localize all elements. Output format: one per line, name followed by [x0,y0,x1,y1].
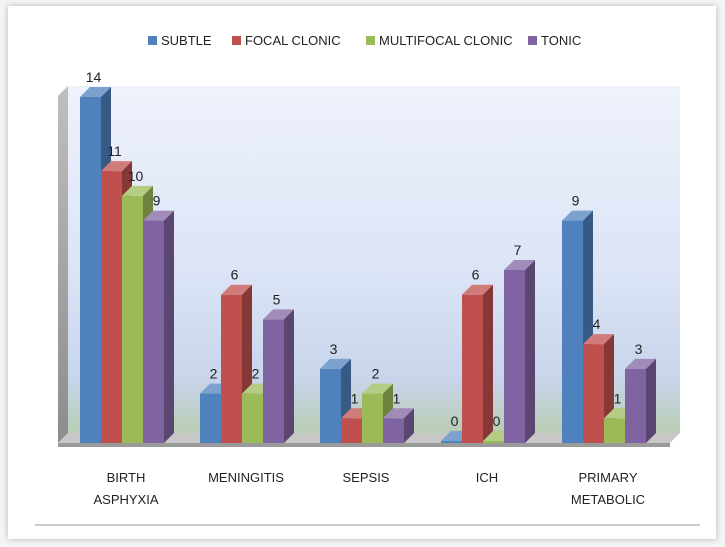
bar-front [143,220,164,443]
data-label: 9 [572,193,580,209]
bar-front [462,294,483,443]
data-label: 14 [86,69,102,85]
data-label: 3 [635,341,643,357]
legend-label: TONIC [541,33,581,48]
bar-tonic-1 [263,309,294,443]
bar-top [362,383,393,394]
bar-top [383,408,414,419]
data-label: 4 [593,316,601,332]
side-wall [58,86,68,443]
legend-label: MULTIFOCAL CLONIC [379,33,513,48]
bar-front [80,97,101,443]
data-label: 2 [210,366,218,382]
bars [80,87,656,443]
bar-top [143,210,174,221]
category-label: SEPSIS [343,470,390,485]
bar-front [122,195,143,443]
data-label: 2 [252,366,260,382]
bar-front [101,171,122,443]
bar-side [483,284,493,443]
bar-top [122,185,153,196]
legend-item-tonic: TONIC [528,33,581,48]
floor-edge [58,443,670,447]
bar-tonic-0 [143,210,174,443]
bar-front [221,294,242,443]
bar-front [341,418,362,443]
data-label: 6 [472,267,480,283]
bar-top [80,87,111,97]
legend-swatch [528,36,537,45]
data-label: 6 [231,267,239,283]
bar-top [583,334,614,345]
bar-front [383,418,404,443]
bar-tonic-2 [383,408,414,443]
legend-swatch [148,36,157,45]
bar-focal-clonic-3 [462,284,493,443]
bar-top [101,161,132,172]
data-label: 3 [330,341,338,357]
bar-front [483,441,504,443]
bar-side [164,210,174,443]
data-label: 5 [273,291,281,307]
bar-side [646,358,656,443]
bar-side [525,260,535,443]
data-label: 0 [493,413,501,429]
bar-tonic-3 [504,260,535,443]
bar-front [562,220,583,443]
bar-top [625,358,656,369]
data-label: 2 [372,366,380,382]
legend-label: FOCAL CLONIC [245,33,341,48]
data-label: 11 [107,143,122,159]
bar-top [462,284,493,295]
legend-swatch [366,36,375,45]
legend-item-focal-clonic: FOCAL CLONIC [232,33,341,48]
bar-front [583,344,604,443]
category-label: BIRTH ASPHYXIA [93,470,158,507]
bar-side [404,408,414,443]
bar-top [263,309,294,320]
data-label: 7 [514,242,522,258]
bar-front [263,319,284,443]
data-label: 1 [614,390,622,406]
bar-side [284,309,294,443]
bar-front [320,368,341,443]
bar-top [562,210,593,221]
bar-front [504,270,525,443]
legend-item-multifocal-clonic: MULTIFOCAL CLONIC [366,33,513,48]
bar-top [320,358,351,369]
data-label: 1 [393,390,401,406]
bar-front [200,393,221,443]
bar-tonic-4 [625,358,656,443]
bar-front [441,441,462,443]
data-label: 9 [153,193,161,209]
data-label: 1 [351,390,359,406]
bar-front [604,418,625,443]
category-label: PRIMARY METABOLIC [571,470,645,507]
category-label: MENINGITIS [208,470,284,485]
category-label: ICH [476,470,498,485]
x-axis-tick-labels: BIRTH ASPHYXIA MENINGITIS SEPSIS ICH PRIMARY M… [93,470,645,507]
bar-front [625,368,646,443]
data-label: 0 [451,413,459,429]
bar-top [221,284,252,295]
bar-top [504,260,535,270]
bar-front [242,393,263,443]
bar-front [362,393,383,443]
data-label: 10 [128,168,144,184]
legend-label: SUBTLE [161,33,212,48]
legend: SUBTLE FOCAL CLONIC MULTIFOCAL CLONIC TONIC [148,33,581,48]
legend-item-subtle: SUBTLE [148,33,212,48]
legend-swatch [232,36,241,45]
